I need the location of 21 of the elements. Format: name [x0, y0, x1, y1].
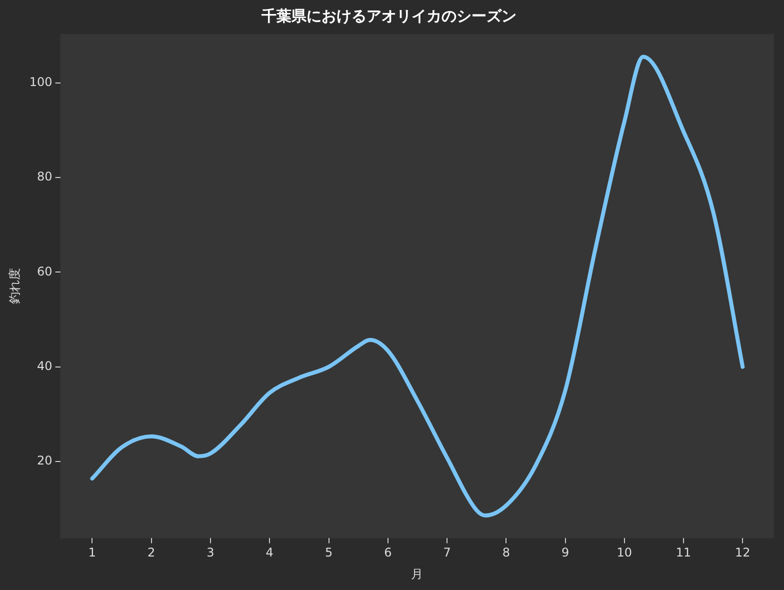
y-tick-label: 60 [37, 264, 52, 278]
x-tick-label: 1 [88, 546, 96, 560]
y-tick-label: 20 [37, 454, 52, 468]
x-tick-label: 7 [443, 546, 451, 560]
x-tick-label: 9 [561, 546, 570, 560]
x-tick-label: 4 [266, 546, 274, 560]
x-tick-label: 5 [324, 546, 333, 560]
x-tick-label: 8 [502, 546, 510, 560]
line-series [90, 54, 745, 518]
x-axis-title: 月 [411, 566, 424, 581]
chart-title: 千葉県におけるアオリイカのシーズン [260, 6, 516, 25]
x-tick-label: 12 [735, 546, 750, 560]
y-tick-label: 100 [29, 74, 52, 89]
y-tick-label: 80 [37, 170, 52, 184]
x-tick-label: 6 [384, 546, 392, 560]
x-tick-label: 3 [206, 546, 214, 560]
x-tick-label: 2 [148, 546, 156, 560]
x-tick-label: 10 [616, 546, 632, 560]
x-tick-label: 11 [676, 546, 692, 560]
y-axis-title: 釣れ度 [7, 268, 22, 304]
y-tick-label: 40 [37, 358, 52, 373]
